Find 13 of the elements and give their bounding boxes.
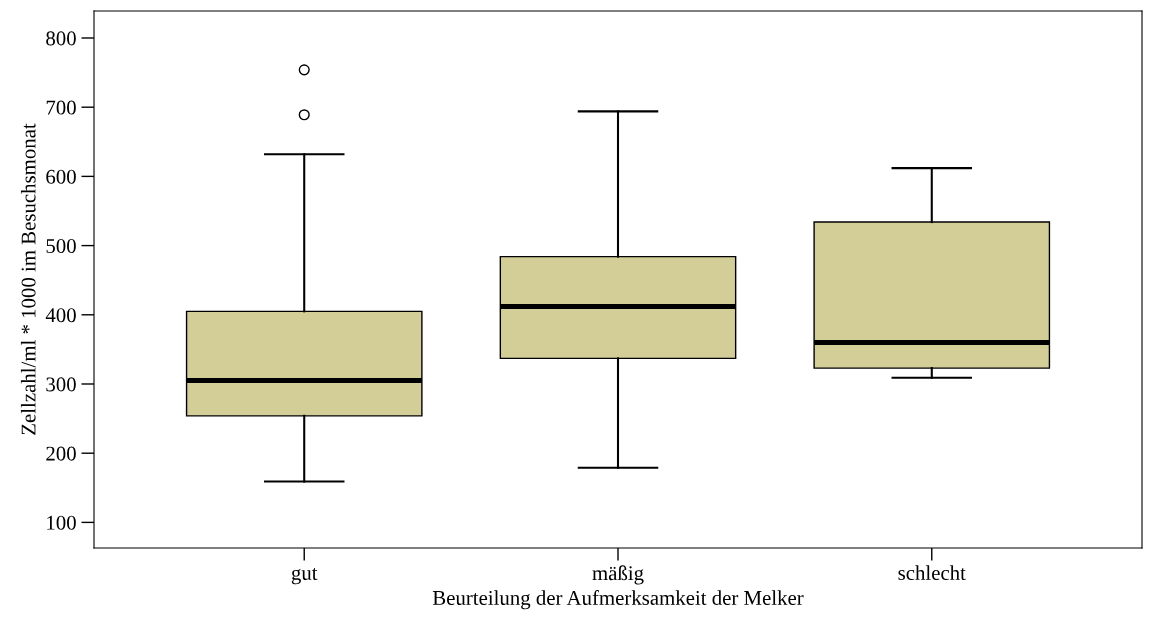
y-tick-label: 500 [46,238,76,254]
x-tick-label: mäßig [592,565,644,585]
y-tick-label: 400 [45,308,76,323]
y-tick-label: 600 [46,169,76,184]
x-tick-label: gut [291,568,318,585]
y-tick-label: 800 [46,31,76,46]
x-axis-title: Beurteilung der Aufmerksamkeit der Melker [432,590,804,610]
y-tick-label: 300 [46,377,76,392]
y-axis-title: Zellzahl/ml * 1000 im Besuchsmonat [20,123,36,435]
y-tick-label: 700 [46,100,76,115]
x-tick-label: schlecht [898,565,966,581]
y-tick-label: 200 [46,446,76,461]
y-tick-label: 100 [47,515,76,530]
